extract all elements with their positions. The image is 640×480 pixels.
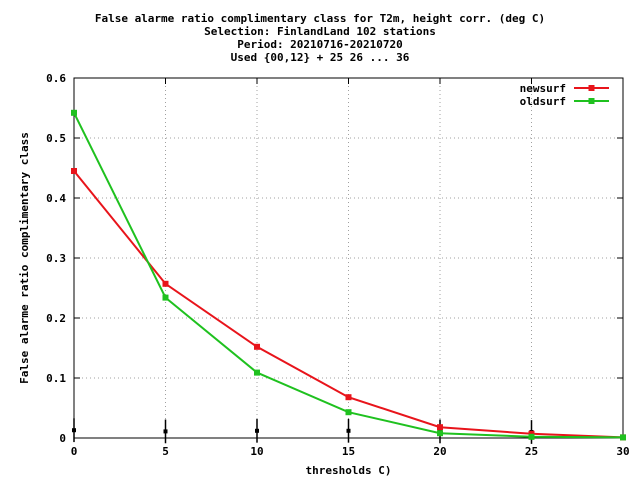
title-line-2: Period: 20210716-20210720	[237, 38, 403, 51]
data-point-newsurf	[437, 424, 443, 431]
y-tick-label: 0.2	[46, 312, 66, 325]
error-bars	[72, 418, 534, 444]
y-tick-label: 0	[59, 432, 66, 445]
error-bar-point	[72, 428, 76, 433]
data-point-oldsurf	[345, 409, 352, 416]
y-axis-label: False alarme ratio complimentary class	[18, 132, 31, 384]
x-axis-label: thresholds C)	[305, 464, 391, 477]
y-tick-label: 0.6	[46, 72, 66, 85]
tick-labels: 0 5 10 15 20 25 30 0 0.1 0.2 0.3 0.4 0.5 0.6	[46, 72, 630, 458]
title-line-1: Selection: FinlandLand 102 stations	[204, 25, 436, 38]
data-point-newsurf	[71, 168, 77, 174]
y-tick-label: 0.1	[46, 372, 66, 385]
x-tick-label: 10	[250, 445, 263, 458]
legend-marker-oldsurf	[588, 98, 595, 104]
x-tick-label: 20	[433, 445, 446, 458]
error-bar-point	[346, 428, 351, 433]
title-line-0: False alarme ratio complimentary class f…	[95, 12, 545, 25]
x-tick-label: 5	[162, 445, 169, 458]
data-point-oldsurf	[254, 369, 260, 376]
data-point-oldsurf	[437, 430, 443, 437]
x-tick-label: 15	[342, 445, 355, 458]
x-tick-label: 30	[616, 445, 629, 458]
legend-marker-newsurf	[588, 85, 595, 91]
series-group	[71, 109, 626, 441]
y-tick-label: 0.3	[46, 252, 66, 265]
chart-title: False alarme ratio complimentary class f…	[95, 12, 545, 64]
x-tick-label: 0	[71, 445, 78, 458]
series-line-oldsurf	[73, 112, 624, 439]
error-bar-point	[163, 429, 168, 434]
legend-label-newsurf: newsurf	[520, 82, 566, 95]
data-point-newsurf	[254, 343, 260, 350]
data-point-oldsurf	[528, 433, 535, 440]
title-line-3: Used {00,12} + 25 26 ... 36	[231, 51, 410, 64]
data-point-oldsurf	[71, 109, 77, 116]
x-tick-label: 25	[525, 445, 538, 458]
data-point-newsurf	[162, 280, 169, 287]
legend-label-oldsurf: oldsurf	[520, 95, 566, 108]
y-tick-label: 0.5	[46, 132, 66, 145]
grid	[74, 78, 623, 438]
data-point-oldsurf	[620, 434, 626, 441]
data-point-oldsurf	[162, 294, 169, 301]
data-point-newsurf	[345, 394, 352, 401]
error-bar-point	[255, 428, 259, 433]
y-tick-label: 0.4	[46, 192, 66, 205]
